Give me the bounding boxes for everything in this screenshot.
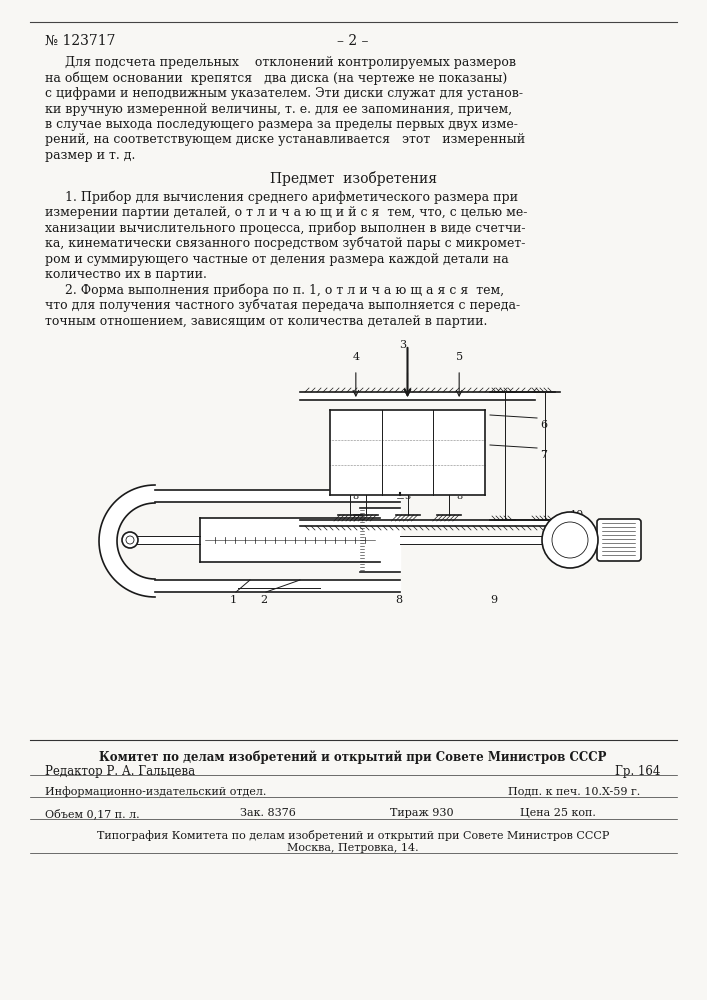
Text: 9: 9 bbox=[490, 595, 497, 605]
Text: что для получения частного зубчатая передача выполняется с переда-: что для получения частного зубчатая пере… bbox=[45, 299, 520, 312]
Text: 4: 4 bbox=[352, 352, 359, 362]
Text: 9: 9 bbox=[456, 475, 462, 484]
Text: 0: 0 bbox=[363, 534, 368, 542]
Text: Для подсчета предельных    отклонений контролируемых размеров: Для подсчета предельных отклонений контр… bbox=[65, 56, 516, 69]
Text: ром и суммирующего частные от деления размера каждой детали на: ром и суммирующего частные от деления ра… bbox=[45, 252, 509, 265]
Text: 8: 8 bbox=[456, 492, 462, 501]
Text: 1: 1 bbox=[230, 595, 237, 605]
Text: 5: 5 bbox=[455, 352, 462, 362]
Text: 3: 3 bbox=[399, 340, 406, 350]
Text: Объем 0,17 п. л.: Объем 0,17 п. л. bbox=[45, 808, 139, 819]
Text: Москва, Петровка, 14.: Москва, Петровка, 14. bbox=[287, 843, 419, 853]
Text: 0: 0 bbox=[353, 458, 359, 467]
FancyBboxPatch shape bbox=[597, 519, 641, 561]
Text: 5: 5 bbox=[202, 532, 207, 540]
Text: рений, на соответствующем диске устанавливается   этот   измеренный: рений, на соответствующем диске устанавл… bbox=[45, 133, 525, 146]
Text: ки вручную измеренной величины, т. е. для ее запоминания, причем,: ки вручную измеренной величины, т. е. дл… bbox=[45, 103, 512, 115]
Text: измерении партии деталей, о т л и ч а ю щ и й с я  тем, что, с целью ме-: измерении партии деталей, о т л и ч а ю … bbox=[45, 206, 527, 219]
Text: точным отношением, зависящим от количества деталей в партии.: точным отношением, зависящим от количест… bbox=[45, 314, 487, 328]
Text: 45: 45 bbox=[363, 542, 373, 550]
Text: Информационно-издательский отдел.: Информационно-издательский отдел. bbox=[45, 786, 267, 797]
Text: 5: 5 bbox=[404, 458, 411, 467]
Text: Комитет по делам изобретений и открытий при Совете Министров СССР: Комитет по делам изобретений и открытий … bbox=[99, 750, 607, 764]
Text: 8: 8 bbox=[353, 492, 359, 501]
Text: 1. Прибор для вычисления среднего арифметического размера при: 1. Прибор для вычисления среднего арифме… bbox=[65, 190, 518, 204]
Circle shape bbox=[552, 522, 588, 558]
Text: Зак. 8376: Зак. 8376 bbox=[240, 808, 296, 818]
Text: 4: 4 bbox=[404, 475, 411, 484]
Text: 8: 8 bbox=[395, 595, 402, 605]
Text: 6: 6 bbox=[540, 420, 547, 430]
Text: 2. Форма выполнения прибора по п. 1, о т л и ч а ю щ а я с я  тем,: 2. Форма выполнения прибора по п. 1, о т… bbox=[65, 284, 504, 297]
Text: на общем основании  крепятся   два диска (на чертеже не показаны): на общем основании крепятся два диска (н… bbox=[45, 72, 507, 85]
Text: Тираж 930: Тираж 930 bbox=[390, 808, 454, 818]
Text: 30: 30 bbox=[363, 564, 373, 572]
Text: № 123717: № 123717 bbox=[45, 34, 115, 48]
Text: 10: 10 bbox=[570, 510, 584, 520]
Text: Гр. 164: Гр. 164 bbox=[614, 765, 660, 778]
Text: Типография Комитета по делам изобретений и открытий при Совете Министров СССР: Типография Комитета по делам изобретений… bbox=[97, 830, 609, 841]
Text: 0: 0 bbox=[202, 520, 207, 528]
Text: 3: 3 bbox=[404, 492, 411, 501]
Text: в случае выхода последующего размера за пределы первых двух изме-: в случае выхода последующего размера за … bbox=[45, 118, 518, 131]
Circle shape bbox=[542, 512, 598, 568]
Circle shape bbox=[122, 532, 138, 548]
Text: 35: 35 bbox=[363, 558, 373, 566]
Text: Предмет  изобретения: Предмет изобретения bbox=[269, 170, 436, 186]
Text: 9: 9 bbox=[353, 475, 359, 484]
Text: 1: 1 bbox=[456, 441, 462, 450]
Text: 8: 8 bbox=[404, 441, 411, 450]
Text: 40: 40 bbox=[363, 550, 373, 558]
Text: Редактор Р. А. Гальцева: Редактор Р. А. Гальцева bbox=[45, 765, 195, 778]
Text: 0: 0 bbox=[456, 458, 462, 467]
Text: 2: 2 bbox=[353, 424, 359, 433]
Circle shape bbox=[126, 536, 134, 544]
Text: размер и т. д.: размер и т. д. bbox=[45, 149, 135, 162]
Text: 2: 2 bbox=[260, 595, 267, 605]
Polygon shape bbox=[99, 485, 155, 597]
Text: 1: 1 bbox=[353, 441, 359, 450]
Text: Подп. к печ. 10.X-59 г.: Подп. к печ. 10.X-59 г. bbox=[508, 786, 640, 796]
Text: количество их в партии.: количество их в партии. bbox=[45, 268, 207, 281]
Text: ка, кинематически связанного посредством зубчатой пары с микромет-: ка, кинематически связанного посредством… bbox=[45, 237, 525, 250]
Text: ханизации вычислительного процесса, прибор выполнен в виде счетчи-: ханизации вычислительного процесса, приб… bbox=[45, 222, 525, 235]
Text: Цена 25 коп.: Цена 25 коп. bbox=[520, 808, 596, 818]
Text: 7: 7 bbox=[404, 424, 411, 433]
Text: 2: 2 bbox=[456, 424, 462, 433]
Text: – 2 –: – 2 – bbox=[337, 34, 369, 48]
Text: с цифрами и неподвижным указателем. Эти диски служат для установ-: с цифрами и неподвижным указателем. Эти … bbox=[45, 87, 523, 100]
Text: 7: 7 bbox=[540, 450, 547, 460]
